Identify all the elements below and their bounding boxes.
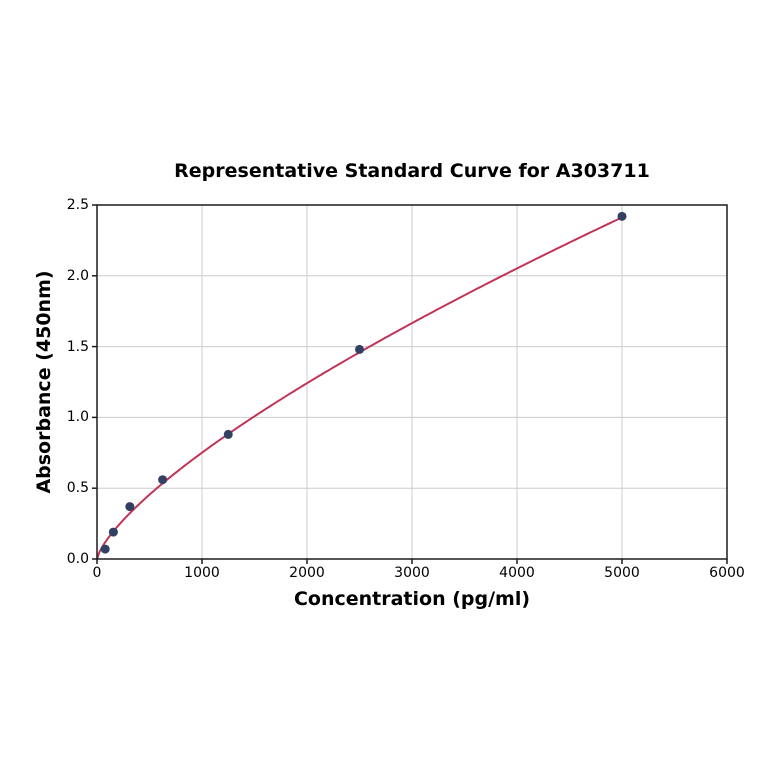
data-point: [125, 502, 135, 512]
data-point: [108, 527, 118, 537]
x-tick-label: 3000: [394, 565, 430, 581]
x-tick-label: 6000: [709, 565, 745, 581]
x-axis-label: Concentration (pg/ml): [293, 588, 531, 610]
y-tick-label: 2.5: [66, 197, 89, 213]
data-point: [355, 344, 364, 354]
x-tick-label: 0: [92, 565, 102, 581]
x-tick-label: 2000: [289, 565, 325, 581]
chart-title: Representative Standard Curve for A30371…: [174, 160, 650, 182]
x-tick-label: 1000: [184, 565, 220, 581]
data-point: [617, 211, 627, 221]
y-tick-label: 2.0: [66, 267, 89, 284]
y-axis-label: Absorbance (450nm): [33, 270, 55, 494]
data-point: [223, 429, 233, 439]
y-tick-label: 0.0: [66, 551, 89, 567]
x-tick-label: 5000: [604, 565, 640, 581]
data-point: [158, 475, 168, 485]
y-tick-label: 0.5: [66, 480, 89, 497]
fit-curve: [96, 216, 623, 560]
y-tick-label: 1.5: [66, 338, 89, 355]
x-tick-label: 4000: [499, 565, 535, 581]
y-tick-label: 1.0: [66, 409, 89, 426]
data-point: [100, 544, 110, 554]
